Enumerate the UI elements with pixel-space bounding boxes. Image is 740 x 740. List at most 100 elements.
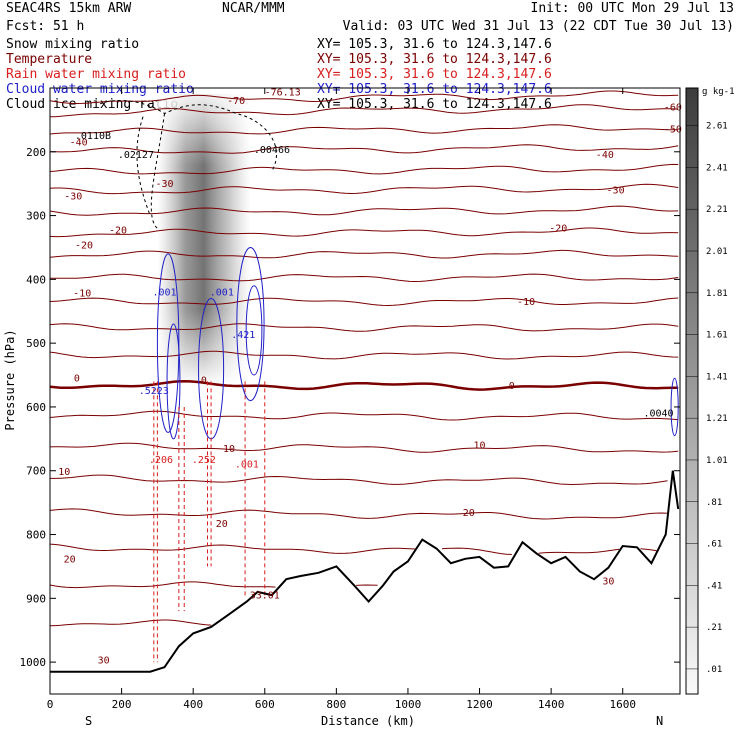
cloud-water-contour [156,253,180,433]
temperature-label: -30 [156,179,174,190]
terrain-line [50,470,680,673]
x-tick-label: 1200 [466,698,493,711]
colorbar-label: 2.61 [706,122,728,132]
temperature-label: -60 [664,102,682,113]
temperature-label: 20 [216,519,228,530]
colorbar-label: 2.01 [706,247,728,257]
isotherm-line [50,475,678,484]
legend-field-xy: XY= 105.3, 31.6 to 124.3,147.6 [317,97,552,112]
cloud-water-label: .5223 [139,386,169,397]
temperature-label: -30 [607,185,625,196]
legend-field-xy: XY= 105.3, 31.6 to 124.3,147.6 [317,67,552,82]
isotherm-line [49,183,679,195]
temperature-label: 0 [74,373,80,384]
x-tick-label: 0 [47,698,54,711]
isotherm-line [49,442,679,453]
temperature-label: 20 [463,508,475,519]
valid-time: Valid: 03 UTC Wed 31 Jul 13 (22 CDT Tue … [343,19,734,34]
y-tick-label: 200 [26,146,46,159]
cloud-ice-label: .02127 [118,150,154,161]
colorbar-label: 1.61 [706,331,728,341]
cloud-water-label: .001 [210,287,234,298]
legend-field-xy: XY= 105.3, 31.6 to 124.3,147.6 [317,82,552,97]
temperature-label: -10 [517,297,535,308]
colorbar-label: .61 [706,540,722,550]
temperature-label: 10 [474,440,486,451]
x-tick-label: 600 [255,698,275,711]
colorbar-label: 1.81 [706,289,728,299]
rain-water-contour [207,381,212,567]
temperature-label: -20 [75,241,93,252]
isotherm-line [49,90,679,105]
y-tick-label: 800 [26,529,46,542]
x-tick-label: 1000 [395,698,422,711]
south-label: S [85,714,92,728]
temperature-label: 0 [201,375,207,386]
cloud-water-contour [166,323,181,440]
isotherm-line [49,543,657,555]
temperature-label: -20 [549,224,567,235]
cloud-water-contour [245,285,263,376]
temperature-label: -40 [596,150,614,161]
isotherm-line [49,379,679,391]
isotherm-line [49,619,212,627]
colorbar-label: 2.21 [706,205,728,215]
rain-water-contour [178,406,185,612]
colorbar-label: .41 [706,581,722,591]
cloud-ice-label: .00466 [254,145,290,156]
cloud-water-contour [236,246,265,402]
legend-xy-header: XY= 105.3, 31.6 to 124.3,147.6 [317,37,552,52]
cloud-ice-label: .0110B [75,131,111,142]
plot-area: -70 -76.13 -60 -50 -40 -40 -30 -30 -30 -20 -20 -20 -… [20,87,682,711]
temperature-label: -76.13 [265,88,301,99]
y-tick-label: 300 [26,210,46,223]
org-label: NCAR/MMM [222,1,285,16]
temperature-label: 10 [58,467,70,478]
isotherm-line [49,350,679,360]
rain-water-contour [153,381,158,663]
cloud-ice-label: .0040 [643,409,673,420]
y-tick-label: 500 [26,337,46,350]
isotherm-line [49,508,668,520]
y-tick-label: 700 [26,465,46,478]
rain-water-label: .252 [192,455,216,466]
rain-water-label: .206 [149,455,173,466]
x-tick-label: 1600 [609,698,636,711]
terrain-label: 33.01 [250,590,280,601]
temperature-label: -20 [109,225,127,236]
isotherm-line [50,144,679,154]
legend-field-name: Cloud ice mixing ratio [6,97,178,112]
temperature-label: -10 [73,289,91,300]
legend-field-name: Temperature [6,52,92,67]
rain-water-contour [244,381,266,599]
colorbar-unit: g kg-1 [702,87,735,97]
temperature-label: 30 [98,655,110,666]
x-axis-label: Distance (km) [321,714,415,728]
temperature-label: -40 [70,137,88,148]
x-tick-label: 200 [112,698,132,711]
legend-field-name: Rain water mixing ratio [6,67,186,82]
snow-shading-fade [157,94,251,382]
isotherm-line [49,581,378,589]
isotherm-line [49,410,679,421]
legend-field-xy: XY= 105.3, 31.6 to 124.3,147.6 [317,52,552,67]
isotherm-line [49,249,679,259]
colorbar-label: .21 [706,623,722,633]
isotherm-line [49,323,679,332]
temperature-label: -50 [664,125,682,136]
isotherm-line [49,297,679,307]
temperature-label: 30 [602,576,614,587]
isotherm-line [49,205,679,216]
x-tick-label: 1400 [538,698,565,711]
isotherm-line [49,124,679,135]
isotherm-line [49,227,679,238]
cloud-ice-contour [99,99,277,229]
colorbar-label: 1.41 [706,372,728,382]
rain-water-label: .001 [235,460,259,471]
y-axis-label: Pressure (hPa) [3,329,17,430]
isotherm-line [50,273,679,283]
y-tick-label: 400 [26,273,46,286]
x-tick-label: 400 [183,698,203,711]
